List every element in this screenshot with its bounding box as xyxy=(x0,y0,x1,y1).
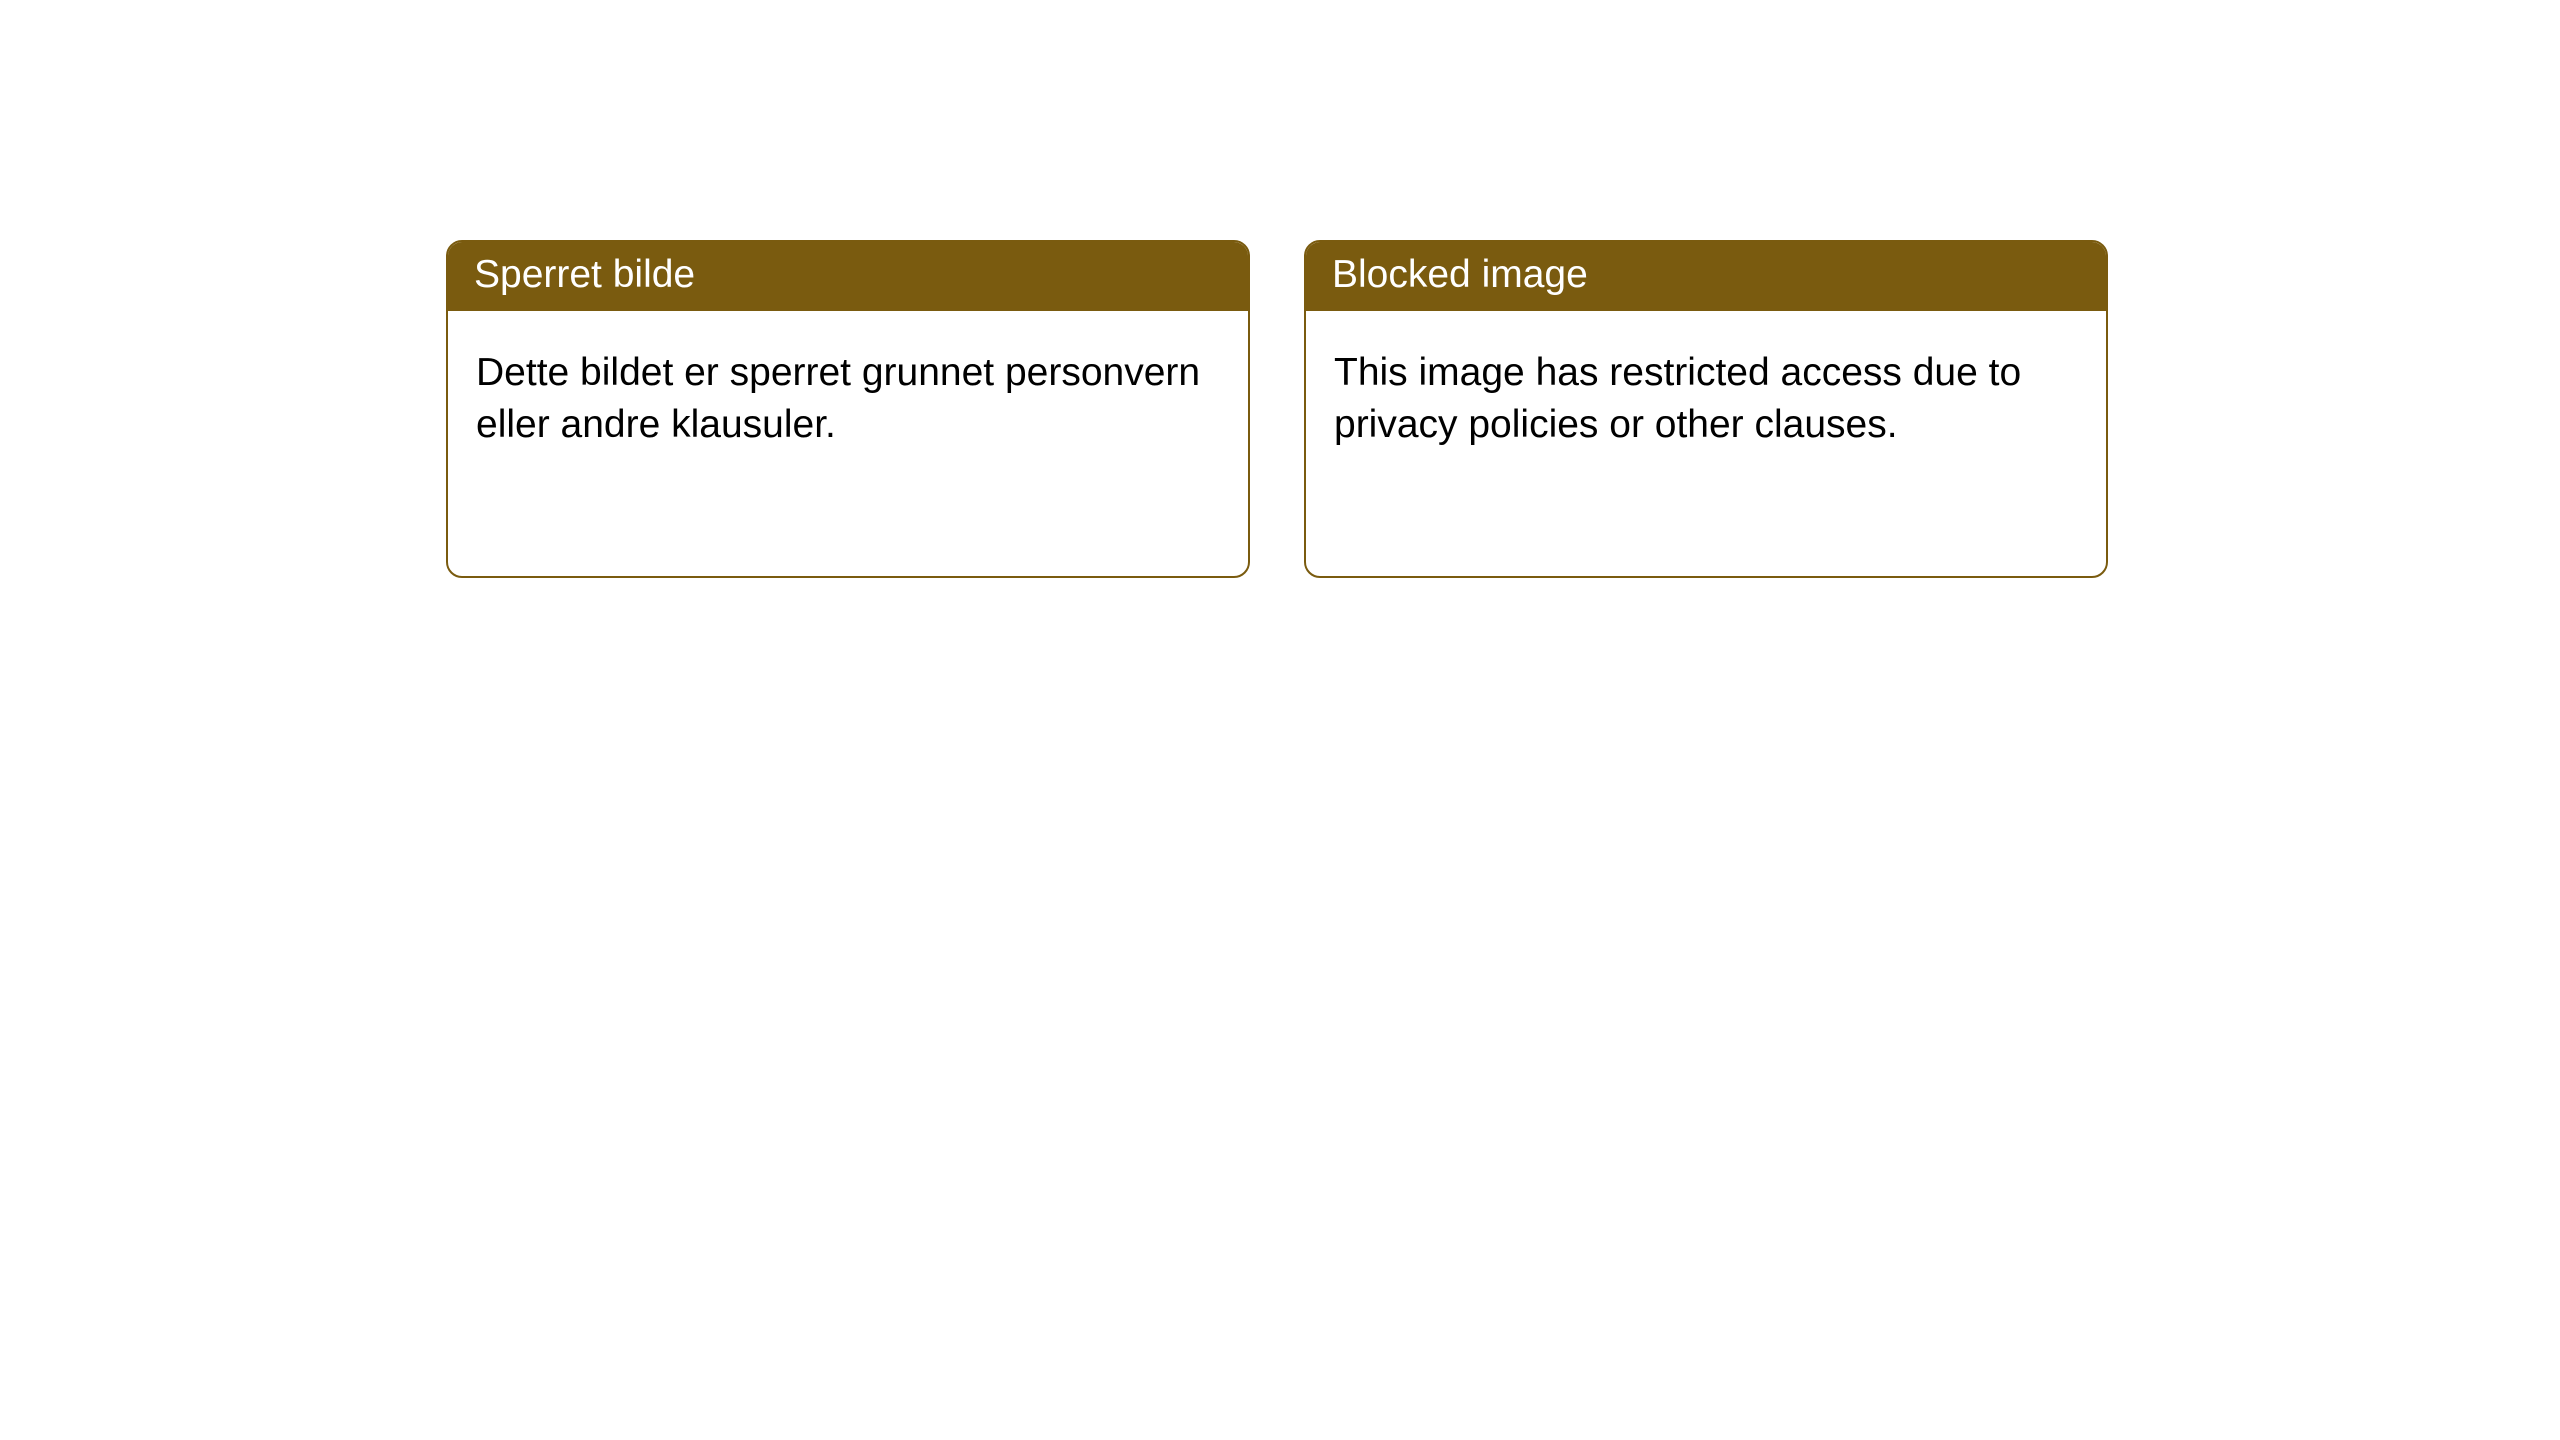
card-title-no: Sperret bilde xyxy=(448,242,1248,311)
card-body-en: This image has restricted access due to … xyxy=(1306,311,2106,488)
blocked-image-card-en: Blocked image This image has restricted … xyxy=(1304,240,2108,578)
blocked-image-card-no: Sperret bilde Dette bildet er sperret gr… xyxy=(446,240,1250,578)
card-body-no: Dette bildet er sperret grunnet personve… xyxy=(448,311,1248,488)
card-title-en: Blocked image xyxy=(1306,242,2106,311)
notice-container: Sperret bilde Dette bildet er sperret gr… xyxy=(0,0,2560,578)
